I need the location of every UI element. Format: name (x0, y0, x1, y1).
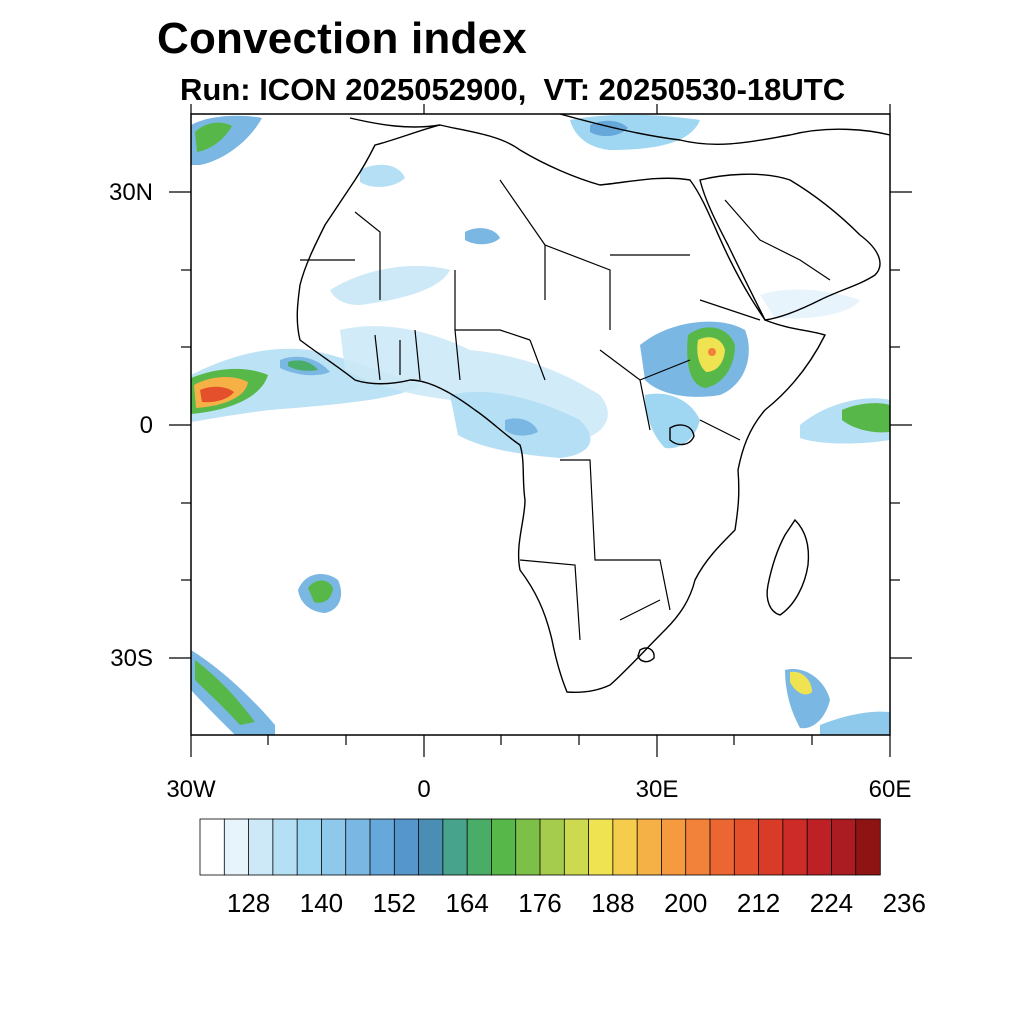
colorbar: 128 140 152 164 176 188 200 212 224 236 (199, 818, 926, 918)
colorbar-swatch (466, 818, 493, 876)
lon-labels: 30W 0 30E 60E (166, 776, 911, 803)
colorbar-swatch (491, 818, 517, 876)
colorbar-swatch (418, 818, 444, 876)
shade-south-atlantic-core (308, 580, 333, 603)
colorbar-swatch (296, 818, 323, 876)
colorbar-tick-label: 152 (373, 888, 416, 918)
lon-label-0: 0 (417, 776, 430, 803)
colorbar-swatch (636, 818, 663, 876)
shade-atlantic-hottest (200, 386, 234, 403)
lon-label-30w: 30W (166, 776, 216, 803)
africa-coastline (296, 124, 826, 694)
colorbar-swatch (758, 818, 784, 876)
colorbar-swatch (685, 818, 711, 876)
colorbar-swatch (223, 818, 250, 876)
colorbar-tick-label: 236 (883, 888, 926, 918)
colorbar-tick-label: 224 (810, 888, 853, 918)
colorbar-tick-label: 128 (227, 888, 270, 918)
shade-se-bottom (820, 711, 890, 735)
shade-indian-ocean-core (842, 403, 890, 433)
lake-victoria (669, 424, 695, 446)
shade-libya-spot (465, 228, 500, 245)
shade-se-band-core (790, 671, 812, 695)
lat-label-0: 0 (140, 412, 153, 439)
colorbar-tick-label: 140 (300, 888, 343, 918)
map-subtitle: Run: ICON 2025052900, VT: 20250530-18UTC (180, 72, 846, 107)
colorbar-swatch (369, 818, 395, 876)
colorbar-swatch (199, 818, 225, 876)
shade-sw-band (191, 650, 275, 735)
lat-label-30n: 30N (109, 179, 153, 206)
lon-label-60e: 60E (869, 776, 912, 803)
colorbar-swatch (248, 818, 274, 876)
shade-sahel (330, 266, 450, 305)
colorbar-swatch (272, 818, 298, 876)
colorbar-swatch (345, 818, 371, 876)
lat-label-30s: 30S (110, 645, 153, 672)
borders (300, 179, 831, 641)
shade-nw-atlantic-core (195, 122, 232, 152)
coastlines (296, 114, 890, 694)
colorbar-swatch (539, 818, 565, 876)
colorbar-swatch (709, 818, 735, 876)
convection-shading (191, 114, 890, 735)
arabia-coast (699, 173, 881, 321)
colorbar-swatch (515, 818, 541, 876)
colorbar-tick-label: 164 (445, 888, 488, 918)
colorbar-swatch (442, 818, 468, 876)
shade-sw-band-core (195, 660, 255, 725)
colorbar-swatch (831, 818, 857, 876)
map-ticks (169, 104, 912, 757)
shade-congo-core (505, 418, 538, 436)
map-title: Convection index (157, 14, 527, 63)
lesotho (637, 647, 655, 663)
colorbar-swatch (588, 818, 614, 876)
lon-label-30e: 30E (636, 776, 679, 803)
colorbar-swatch (612, 818, 638, 876)
colorbar-swatch (393, 818, 420, 876)
colorbar-tick-label: 200 (664, 888, 707, 918)
colorbar-swatch (661, 818, 687, 876)
colorbar-swatch (782, 818, 808, 876)
colorbar-tick-label: 176 (518, 888, 561, 918)
shade-arabia (760, 289, 860, 319)
shade-morocco (360, 164, 405, 187)
shade-east-africa (645, 393, 700, 449)
colorbar-tick-label: 188 (591, 888, 634, 918)
colorbar-swatch (563, 818, 590, 876)
mediterranean-north-coast (349, 114, 890, 145)
colorbar-swatch (321, 818, 347, 876)
colorbar-tick-label: 212 (737, 888, 780, 918)
colorbar-swatch (733, 818, 760, 876)
colorbar-swatch (855, 818, 881, 876)
colorbar-swatch (806, 818, 833, 876)
shade-ethiopia-spot (708, 348, 716, 356)
shade-west-africa-coast-core (288, 360, 318, 371)
madagascar (766, 518, 810, 616)
lat-labels: 30N 0 30S (109, 179, 153, 672)
